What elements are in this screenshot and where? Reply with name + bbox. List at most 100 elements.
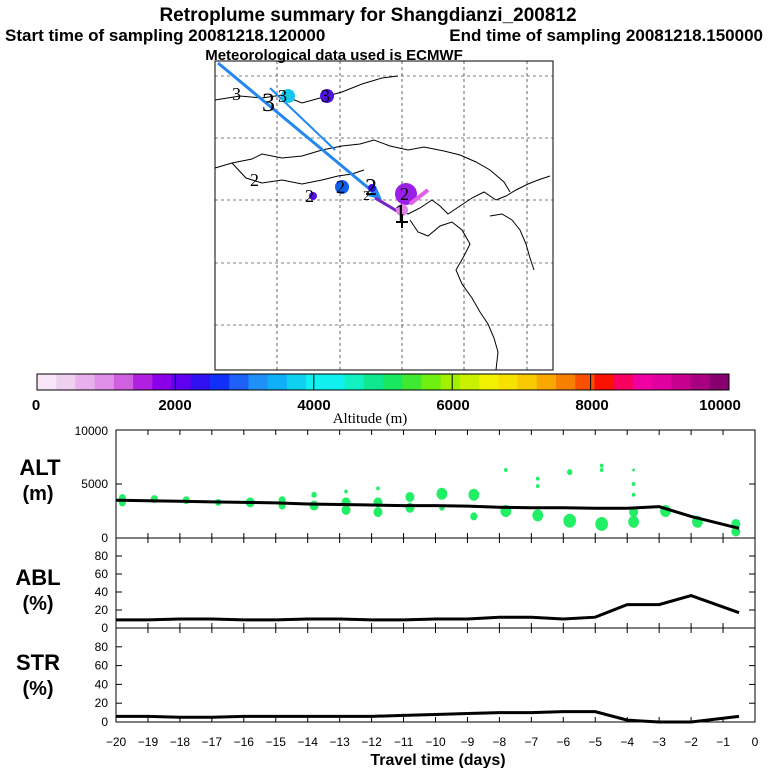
altitude-particle-point xyxy=(436,487,448,500)
y-tick-label: 80 xyxy=(95,640,109,654)
altitude-particle-point xyxy=(632,468,635,472)
str-series-line xyxy=(116,710,740,724)
altitude-particle-point xyxy=(628,515,639,528)
x-tick-label: −10 xyxy=(425,735,446,749)
altitude-label: 3 xyxy=(278,86,287,106)
y-tick-label: 60 xyxy=(95,659,109,673)
alt-panel-ylabel: ALT xyxy=(19,455,61,480)
colorbar-swatch xyxy=(363,374,384,390)
colorbar-swatch xyxy=(383,374,403,390)
x-tick-label: 0 xyxy=(752,735,759,749)
colorbar-tick-label: 6000 xyxy=(436,397,469,414)
colorbar-tick-label: 10000 xyxy=(699,397,741,414)
panel-frame xyxy=(115,429,756,539)
colorbar-swatch xyxy=(94,374,115,390)
alt-panel: 0 5000 10000 xyxy=(75,424,756,545)
cluster-tail xyxy=(408,188,430,206)
colorbar-label: Altitude (m) xyxy=(333,411,408,427)
altitude-particle-point xyxy=(599,463,604,468)
altitude-label: 2 xyxy=(336,177,345,197)
colorbar-tick-label: 2000 xyxy=(158,397,191,414)
x-tick-label: −17 xyxy=(202,735,223,749)
colorbar-swatch xyxy=(613,374,634,390)
colorbar-tick-label: 8000 xyxy=(575,397,608,414)
str-panel-yunit: (%) xyxy=(22,678,53,700)
colorbar-swatch xyxy=(536,374,557,390)
colorbar-swatch xyxy=(421,374,442,390)
colorbar-swatch xyxy=(37,374,57,390)
x-tick-label: −16 xyxy=(234,735,255,749)
y-tick-label: 40 xyxy=(95,677,109,691)
altitude-particle-point xyxy=(373,507,383,518)
x-tick-label: −20 xyxy=(106,735,127,749)
x-tick-label: −9 xyxy=(461,735,475,749)
mean-trajectory-line xyxy=(217,61,379,198)
altitude-label: 3 xyxy=(321,86,330,106)
colorbar-swatch xyxy=(171,374,192,390)
abl-panel: 0 20 40 60 80 xyxy=(95,537,756,635)
y-tick-label: 60 xyxy=(95,567,109,581)
colorbar-swatch xyxy=(190,374,211,390)
x-tick-label: −4 xyxy=(620,735,634,749)
altitude-particle-point xyxy=(344,489,348,494)
altitude-particle-point xyxy=(599,467,604,472)
abl-panel-ylabel: ABL xyxy=(15,565,60,590)
colorbar-swatch xyxy=(248,374,269,390)
altitude-particle-point xyxy=(535,484,540,489)
colorbar-tick-label: 0 xyxy=(32,397,40,414)
altitude-particle-point xyxy=(470,512,478,521)
x-tick-label: −14 xyxy=(298,735,319,749)
x-tick-label: −1 xyxy=(716,735,730,749)
str-panel: 0 20 40 60 80 xyxy=(95,627,756,729)
altitude-label: 2 xyxy=(363,189,370,204)
colorbar-swatch xyxy=(402,374,422,390)
altitude-particle-point xyxy=(468,488,480,501)
y-tick-label: 10000 xyxy=(75,424,109,438)
alt-panel-yunit: (m) xyxy=(22,483,53,505)
colorbar-swatch xyxy=(229,374,249,390)
cluster-marker xyxy=(396,204,408,216)
altitude-label: 2 xyxy=(365,175,377,201)
cluster-marker xyxy=(281,89,295,103)
altitude-particle-point xyxy=(341,504,351,515)
x-tick-label: −19 xyxy=(138,735,159,749)
colorbar-swatch xyxy=(632,374,653,390)
alt-series-line xyxy=(115,498,740,530)
cluster-marker xyxy=(320,89,334,103)
cluster-marker xyxy=(309,192,317,200)
altitude-colorbar xyxy=(36,373,730,391)
altitude-particle-point xyxy=(566,469,573,476)
colorbar-swatch xyxy=(690,374,711,390)
colorbar-swatch xyxy=(210,374,230,390)
colorbar-swatch xyxy=(556,374,576,390)
colorbar-swatch xyxy=(113,374,134,390)
colorbar-swatch xyxy=(306,374,326,390)
altitude-label: 3 xyxy=(232,84,241,104)
altitude-label: 2 xyxy=(305,186,314,206)
colorbar-swatch xyxy=(325,374,346,390)
y-tick-label: 0 xyxy=(101,715,108,729)
colorbar-swatch xyxy=(479,374,499,390)
cluster-marker xyxy=(335,180,349,194)
colorbar-swatch xyxy=(267,374,288,390)
colorbar-swatch xyxy=(594,374,615,390)
altitude-particle-point xyxy=(405,491,415,502)
colorbar-swatch xyxy=(671,374,692,390)
x-tick-label: −11 xyxy=(394,735,414,749)
altitude-particle-point xyxy=(532,509,544,522)
x-axis-label: Travel time (days) xyxy=(370,752,505,768)
y-tick-label: 80 xyxy=(95,549,109,563)
abl-panel-yunit: (%) xyxy=(22,593,53,615)
colorbar-swatch xyxy=(459,374,480,390)
colorbar-swatch xyxy=(709,374,730,390)
y-tick-label: 40 xyxy=(95,585,109,599)
coastlines-borders xyxy=(214,75,551,371)
colorbar-swatch xyxy=(75,374,96,390)
trajectory-arrowhead xyxy=(368,186,382,200)
met-data: Meteorological data used is ECMWF xyxy=(205,47,463,64)
x-tick-labels: −20 −19 −18 −17 −16 −15 −14 −13 −12 −11 −10 −9 −8 −7−… xyxy=(106,735,759,749)
map-frame xyxy=(214,60,554,371)
x-tick-label: −2 xyxy=(684,735,698,749)
altitude-label: 2 xyxy=(250,170,259,190)
